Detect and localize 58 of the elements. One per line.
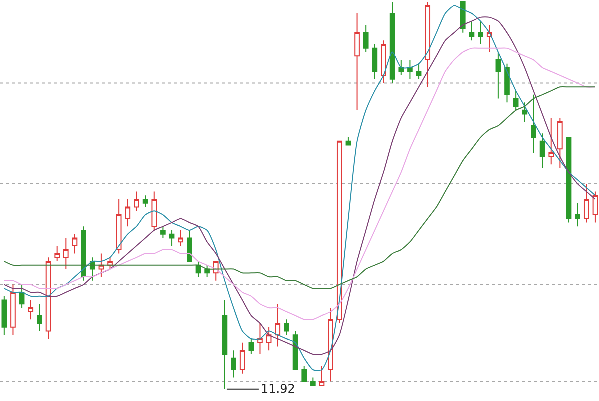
candlestick <box>558 118 563 170</box>
candlestick <box>275 304 281 348</box>
candlestick <box>496 52 502 100</box>
candlestick <box>81 226 86 282</box>
candlestick <box>319 366 325 386</box>
candlestick <box>372 44 378 80</box>
candlestick <box>134 191 140 212</box>
candlestick <box>469 20 475 42</box>
candlestick <box>566 137 572 224</box>
candlestick <box>2 296 8 336</box>
candlestick <box>19 284 25 309</box>
candlestick <box>302 366 308 382</box>
candlestick <box>416 63 422 80</box>
candlestick <box>513 90 519 111</box>
candlestick <box>178 230 184 247</box>
candlestick <box>486 24 492 53</box>
candlestick <box>540 133 546 170</box>
candlestick <box>152 191 158 232</box>
candlestick <box>548 118 554 166</box>
annotation: 11.92 <box>261 382 296 396</box>
candlestick <box>37 304 42 332</box>
candlestick <box>125 199 131 228</box>
candlestick <box>72 234 78 254</box>
candlestick <box>10 284 16 336</box>
candlestick <box>363 24 369 53</box>
candlestick <box>504 63 510 104</box>
candlestick <box>64 238 69 270</box>
candlestick <box>310 377 316 386</box>
candlestick <box>222 300 228 390</box>
candlestick <box>169 230 175 247</box>
candlestick <box>336 140 342 324</box>
candlestick <box>408 60 413 80</box>
candlestick <box>142 195 148 208</box>
candlestick <box>231 350 236 378</box>
candlestick <box>531 94 536 154</box>
candlestick <box>160 226 166 239</box>
candlestick <box>584 184 590 224</box>
candlestick <box>187 230 192 262</box>
candlestick <box>284 319 290 336</box>
candlestick <box>575 202 580 228</box>
candlestick <box>390 1 396 84</box>
candlestick <box>522 102 528 123</box>
candlestick <box>328 308 334 382</box>
candlestick <box>98 253 104 278</box>
candlestick <box>266 326 272 352</box>
candlestick <box>248 338 254 356</box>
candlestick <box>46 257 52 340</box>
candlestick <box>346 137 352 146</box>
candlestick <box>398 60 404 76</box>
candlestick <box>258 323 263 356</box>
candlestick <box>54 246 60 262</box>
candlestick <box>354 13 360 111</box>
candlestick <box>381 40 386 84</box>
candlestick <box>28 300 34 320</box>
candlestick <box>116 199 122 254</box>
candlestick <box>478 20 484 46</box>
candlestick <box>240 342 246 374</box>
candlestick <box>460 1 466 34</box>
